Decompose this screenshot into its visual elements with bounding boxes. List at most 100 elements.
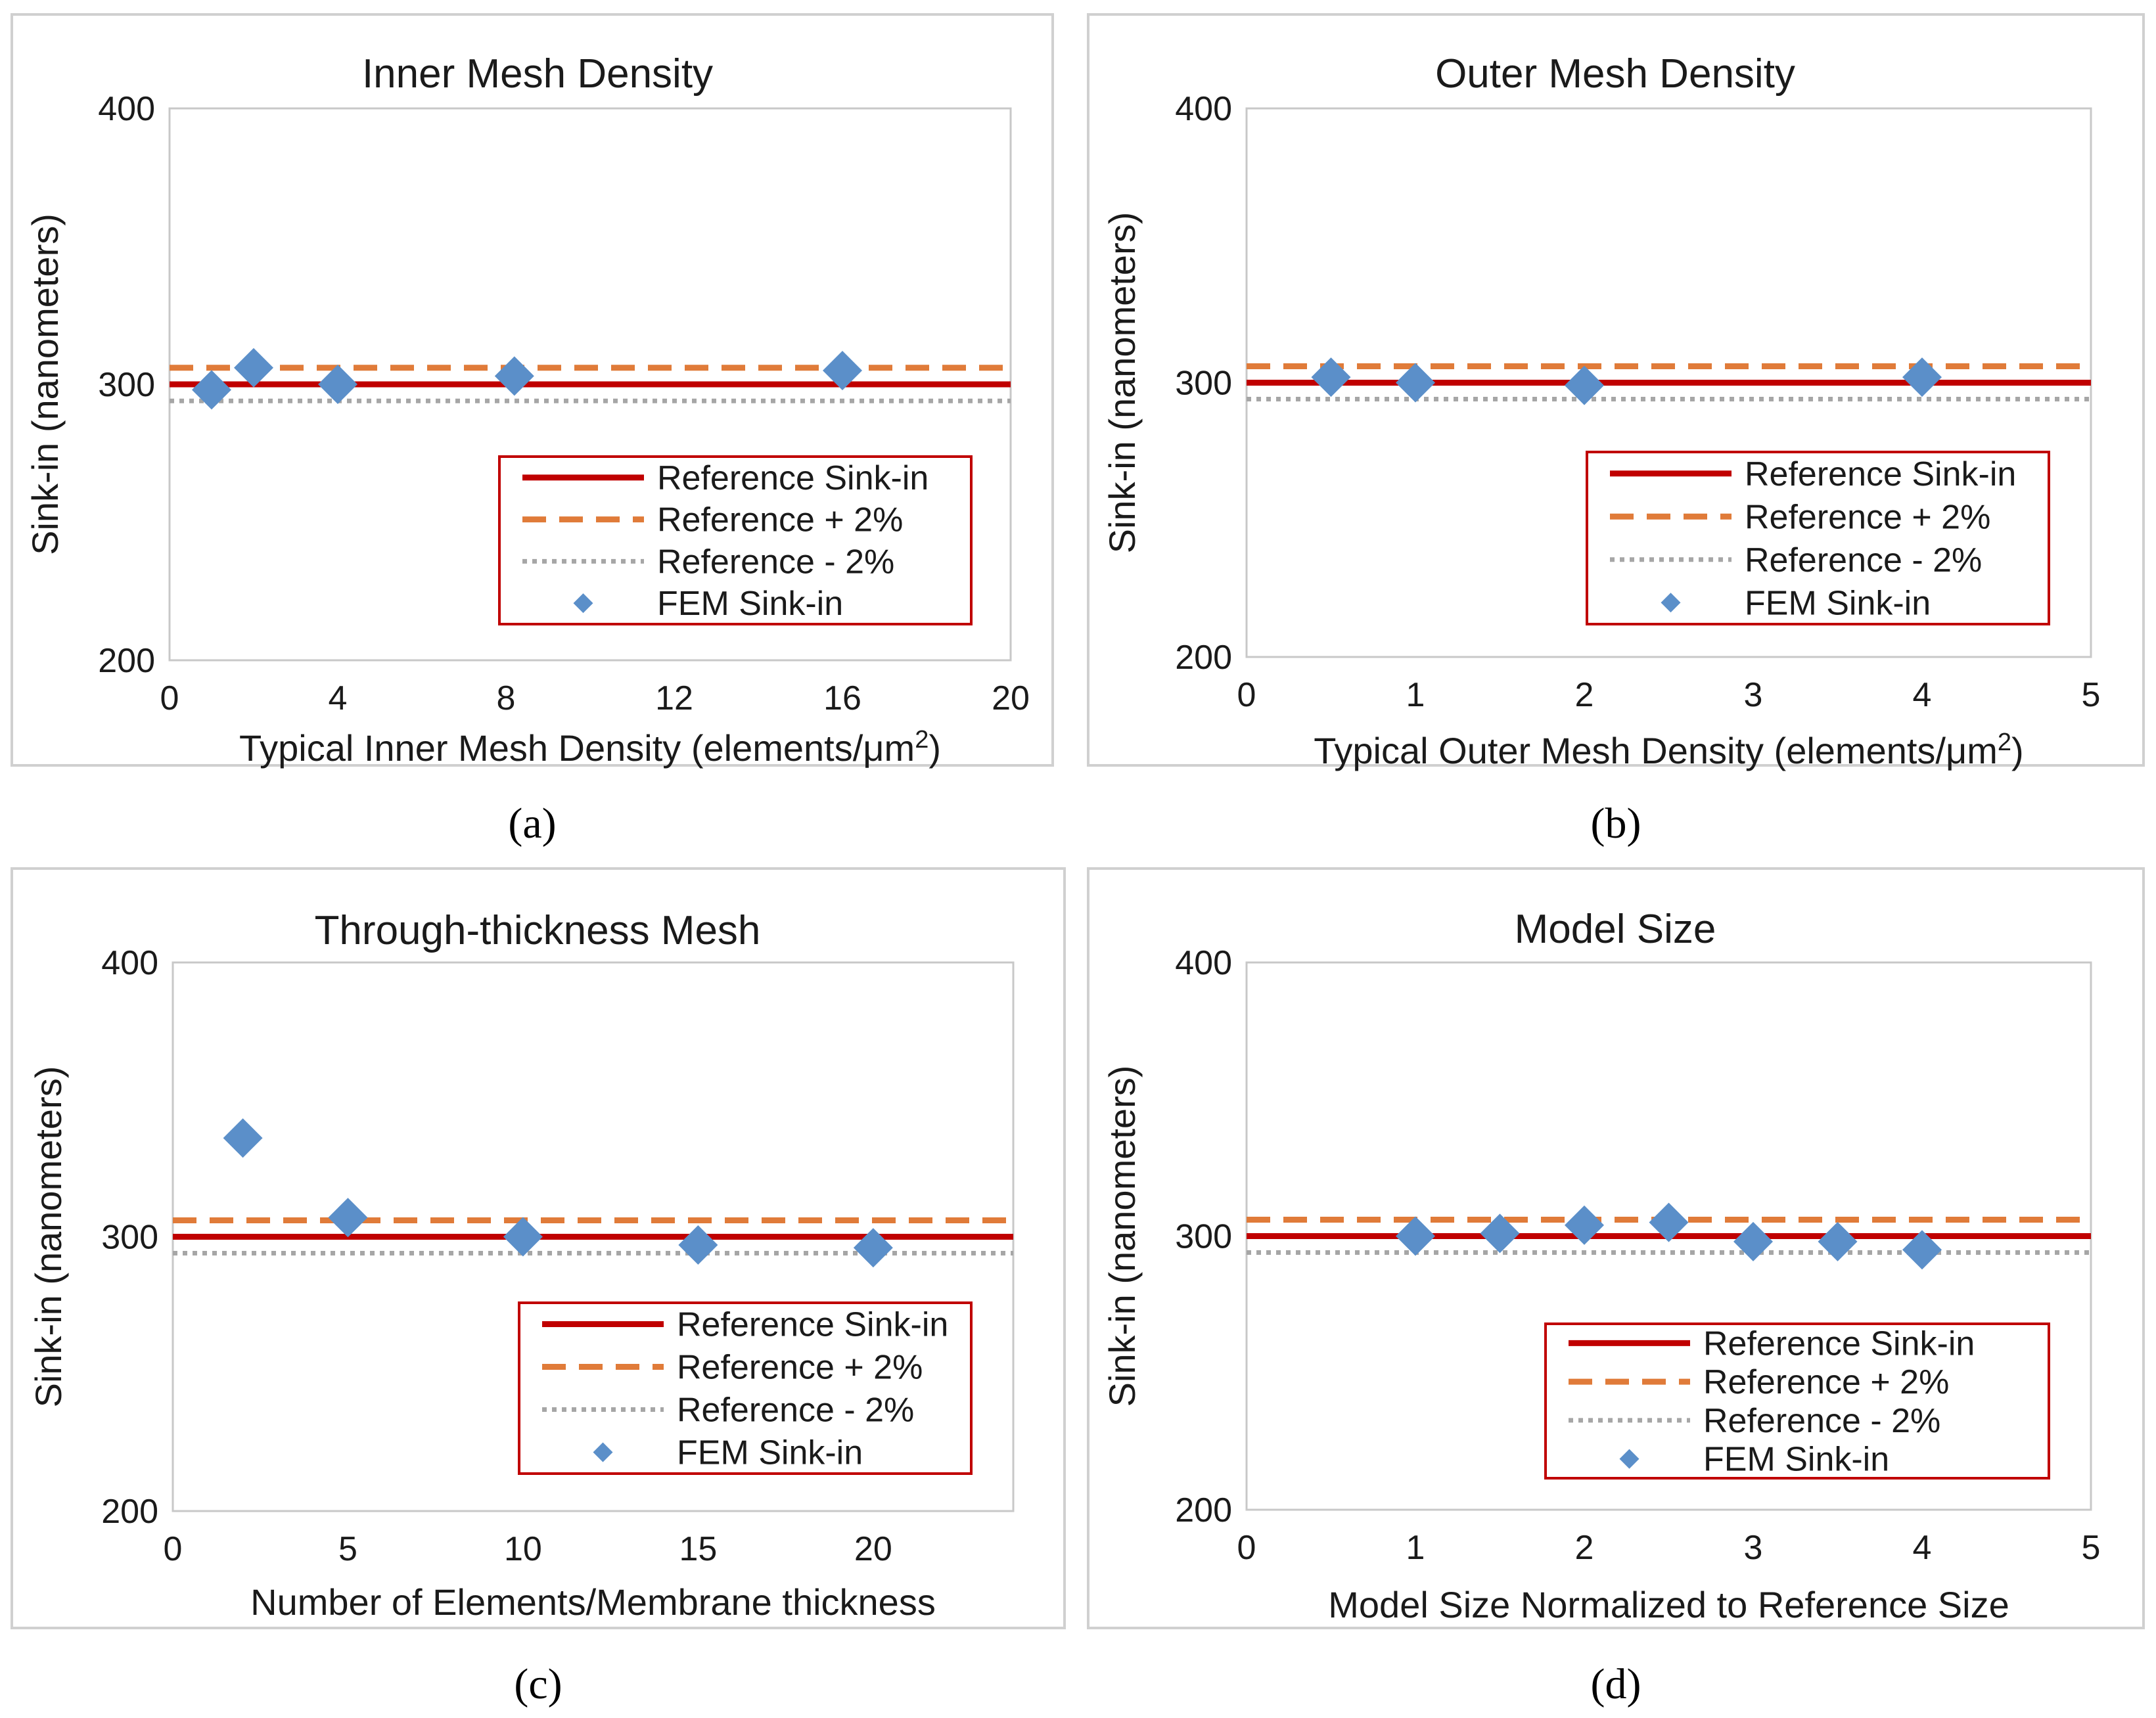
y-tick-label: 300 — [101, 1219, 158, 1257]
data-point-fem-sink-in — [823, 351, 862, 390]
x-axis-label-superscript: 2 — [915, 726, 929, 754]
x-tick-label: 1 — [1406, 1529, 1425, 1567]
x-tick-label: 12 — [655, 679, 693, 717]
x-axis-label: Number of Elements/Membrane thickness — [250, 1581, 936, 1623]
legend-label-reference-sink-in: Reference Sink-in — [657, 459, 929, 497]
data-point-fem-sink-in — [1480, 1213, 1520, 1254]
y-tick-label: 300 — [98, 366, 155, 404]
y-tick-label: 300 — [1175, 365, 1232, 403]
y-axis-label: Sink-in (nanometers) — [1101, 212, 1143, 554]
legend-label-reference-sink-in: Reference Sink-in — [1745, 455, 2016, 493]
x-tick-label: 0 — [164, 1530, 183, 1568]
legend-swatch-fem-sink-in — [1619, 1449, 1640, 1469]
chart-title: Through-thickness Mesh — [315, 908, 761, 953]
chart-panel-c: Through-thickness Mesh 200 300 400 0 5 10 15 20 S… — [11, 867, 1066, 1629]
data-point-fem-sink-in — [192, 370, 231, 410]
x-axis-label-main: Model Size Normalized to Reference Size — [1328, 1584, 2009, 1625]
x-tick-label: 2 — [1575, 1529, 1594, 1567]
figure-caption-b: (b) — [1591, 800, 1641, 848]
x-axis-label-main: Typical Inner Mesh Density (elements/μm — [239, 727, 915, 769]
data-point-fem-sink-in — [494, 356, 534, 396]
data-point-fem-sink-in — [328, 1198, 368, 1238]
legend-label-fem-sink-in: FEM Sink-in — [1745, 584, 1931, 622]
y-tick-label: 400 — [98, 90, 155, 128]
x-tick-label: 8 — [497, 679, 516, 717]
y-axis-label: Sink-in (nanometers) — [1101, 1066, 1143, 1407]
x-tick-label: 1 — [1406, 676, 1425, 714]
y-tick-label: 400 — [101, 944, 158, 982]
legend-label-reference-plus-2pct: Reference + 2% — [1703, 1363, 1949, 1401]
x-tick-label: 5 — [2082, 1529, 2101, 1567]
legend-label-reference-sink-in: Reference Sink-in — [1703, 1324, 1975, 1363]
data-point-fem-sink-in — [853, 1228, 893, 1268]
x-tick-label: 10 — [504, 1530, 542, 1568]
x-axis-label: Typical Inner Mesh Density (elements/μm2… — [239, 726, 941, 769]
legend-box — [498, 455, 973, 625]
x-tick-label: 20 — [992, 679, 1030, 717]
chart-title: Model Size — [1515, 907, 1716, 952]
legend-label-fem-sink-in: FEM Sink-in — [657, 585, 843, 623]
chart-panel-a: Inner Mesh Density 200 300 400 0 4 8 12 16 20 Sink… — [11, 13, 1054, 769]
x-tick-label: 0 — [1237, 1529, 1256, 1567]
legend-label-reference-plus-2pct: Reference + 2% — [677, 1349, 923, 1387]
x-tick-label: 3 — [1744, 1529, 1763, 1567]
y-tick-label: 400 — [1175, 944, 1232, 982]
legend-box — [518, 1301, 973, 1475]
x-tick-label: 4 — [329, 679, 348, 717]
x-tick-label: 5 — [338, 1530, 357, 1568]
data-point-fem-sink-in — [223, 1118, 263, 1158]
x-tick-label: 16 — [823, 679, 861, 717]
x-axis-label-suffix: ) — [2011, 730, 2024, 771]
x-axis-label-suffix: ) — [929, 727, 941, 769]
data-point-fem-sink-in — [1396, 1216, 1435, 1256]
data-point-fem-sink-in — [1565, 1205, 1604, 1245]
data-point-fem-sink-in — [1818, 1221, 1858, 1261]
legend-swatch-fem-sink-in — [593, 1442, 613, 1462]
y-tick-label: 400 — [1175, 90, 1232, 128]
x-axis-label: Typical Outer Mesh Density (elements/μm2… — [1314, 729, 2023, 771]
x-tick-label: 0 — [160, 679, 179, 717]
legend-swatch-fem-sink-in — [1661, 593, 1681, 613]
figure-caption-d: (d) — [1591, 1660, 1641, 1708]
legend-label-reference-minus-2pct: Reference - 2% — [677, 1391, 914, 1430]
y-tick-label: 200 — [98, 642, 155, 680]
data-point-fem-sink-in — [234, 348, 273, 388]
y-tick-label: 300 — [1175, 1218, 1232, 1256]
legend-label-reference-minus-2pct: Reference - 2% — [1703, 1402, 1940, 1440]
x-tick-label: 4 — [1913, 1529, 1932, 1567]
y-axis-label: Sink-in (nanometers) — [24, 214, 66, 555]
data-point-fem-sink-in — [1733, 1221, 1773, 1261]
chart-title: Outer Mesh Density — [1435, 51, 1795, 97]
x-tick-label: 2 — [1575, 676, 1594, 714]
chart-panel-d: Model Size 200 300 400 0 1 2 3 4 5 Sink-in (nanome… — [1087, 867, 2145, 1629]
data-point-fem-sink-in — [1902, 357, 1942, 397]
legend-box — [1586, 451, 2050, 625]
data-point-fem-sink-in — [1902, 1230, 1942, 1270]
x-tick-label: 15 — [679, 1530, 717, 1568]
x-tick-label: 4 — [1913, 676, 1932, 714]
legend-label-reference-plus-2pct: Reference + 2% — [657, 501, 903, 539]
x-axis-label-main: Typical Outer Mesh Density (elements/μm — [1314, 730, 1998, 771]
data-point-fem-sink-in — [503, 1217, 543, 1257]
legend-label-reference-minus-2pct: Reference - 2% — [657, 543, 894, 581]
legend-label-fem-sink-in: FEM Sink-in — [1703, 1441, 1889, 1479]
y-tick-label: 200 — [1175, 639, 1232, 677]
x-axis-label-main: Number of Elements/Membrane thickness — [250, 1581, 936, 1623]
legend-label-fem-sink-in: FEM Sink-in — [677, 1434, 863, 1472]
x-tick-label: 0 — [1237, 676, 1256, 714]
data-point-fem-sink-in — [318, 365, 357, 404]
data-point-fem-sink-in — [1311, 357, 1351, 397]
x-tick-label: 5 — [2082, 676, 2101, 714]
legend-label-reference-sink-in: Reference Sink-in — [677, 1306, 948, 1344]
x-axis-label-superscript: 2 — [1998, 729, 2011, 756]
figure-caption-c: (c) — [514, 1660, 562, 1708]
data-point-fem-sink-in — [678, 1225, 718, 1265]
figure-caption-a: (a) — [508, 800, 556, 848]
legend-swatch-fem-sink-in — [573, 593, 593, 614]
x-tick-label: 3 — [1744, 676, 1763, 714]
y-axis-label: Sink-in (nanometers) — [28, 1066, 69, 1408]
legend-label-reference-plus-2pct: Reference + 2% — [1745, 498, 1990, 536]
x-tick-label: 20 — [854, 1530, 892, 1568]
data-point-fem-sink-in — [1565, 365, 1604, 405]
